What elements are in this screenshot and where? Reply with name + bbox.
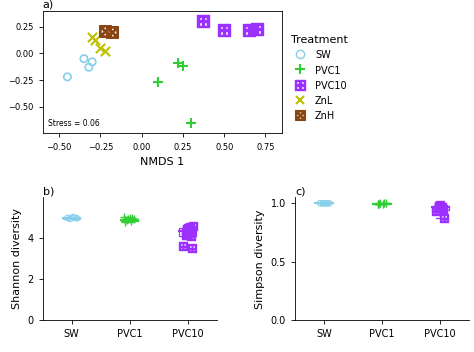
Point (188, 245, 195, 250)
Point (130, 216, 137, 222)
Bar (374, 203, 391, 204)
Point (88, 59, 96, 65)
Bar (121, 219, 138, 221)
Point (376, 201, 384, 206)
Point (71, 215, 78, 220)
Point (245, 27, 253, 33)
Text: b): b) (43, 187, 54, 197)
Point (435, 203, 443, 209)
Point (186, 224, 194, 230)
Point (380, 200, 388, 206)
Point (380, 201, 387, 207)
Point (182, 232, 190, 238)
Text: Stress = 0.06: Stress = 0.06 (47, 119, 100, 128)
Point (101, 48, 109, 54)
Point (184, 225, 191, 231)
Point (182, 231, 190, 236)
Point (185, 228, 193, 234)
Point (374, 201, 382, 207)
Point (64, 74, 71, 80)
Text: a): a) (43, 0, 54, 10)
Point (85, 64, 92, 70)
Point (80, 56, 88, 62)
Point (439, 206, 447, 212)
Point (435, 205, 442, 210)
Point (122, 218, 129, 223)
Point (183, 227, 191, 233)
Point (121, 219, 129, 224)
Point (187, 233, 194, 239)
Point (321, 200, 329, 206)
Point (189, 223, 197, 229)
Bar (431, 206, 449, 210)
Legend: SW, PVC1, PVC10, ZnL, ZnH: SW, PVC1, PVC10, ZnL, ZnH (288, 32, 351, 124)
Point (316, 200, 324, 206)
Point (127, 215, 134, 221)
Point (437, 202, 444, 208)
Point (220, 27, 228, 33)
Point (436, 203, 443, 208)
Point (123, 217, 130, 223)
Point (440, 216, 448, 221)
Point (64, 215, 72, 221)
Point (199, 18, 207, 24)
Point (438, 204, 445, 209)
Point (174, 60, 182, 66)
Point (91, 38, 99, 43)
Point (183, 226, 191, 232)
Point (120, 215, 128, 220)
Point (432, 209, 439, 214)
Point (88, 34, 96, 40)
Bar (179, 228, 196, 236)
X-axis label: NMDS 1: NMDS 1 (140, 157, 184, 167)
Point (66, 216, 74, 222)
Text: c): c) (295, 187, 306, 197)
Point (69, 214, 77, 220)
Point (323, 201, 331, 206)
Point (124, 216, 131, 222)
Point (254, 26, 261, 32)
Point (128, 215, 136, 221)
Y-axis label: NMDS 2: NMDS 2 (0, 50, 3, 94)
Point (73, 215, 81, 221)
Y-axis label: Simpson diversity: Simpson diversity (255, 209, 265, 309)
Point (375, 201, 383, 206)
Y-axis label: Shannon diversity: Shannon diversity (12, 208, 22, 309)
Point (97, 45, 104, 51)
Bar (63, 217, 81, 219)
Point (187, 120, 195, 126)
Point (374, 201, 382, 207)
Point (326, 201, 333, 206)
Point (127, 218, 135, 224)
Point (319, 201, 327, 206)
Point (155, 79, 162, 85)
Point (383, 201, 390, 206)
Point (435, 205, 442, 211)
Point (179, 243, 187, 249)
Point (108, 29, 116, 35)
Point (101, 28, 109, 34)
Point (179, 63, 187, 69)
